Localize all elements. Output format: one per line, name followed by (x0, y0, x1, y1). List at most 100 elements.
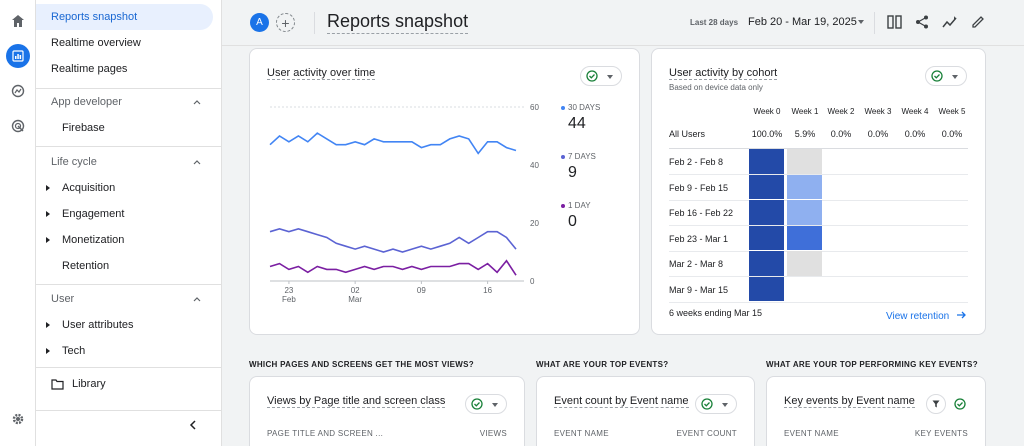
legend-7-days-value: 9 (568, 164, 577, 181)
legend-30-days-value: 44 (568, 115, 586, 132)
main-content: A + Reports snapshot Last 28 days Feb 20… (222, 0, 1024, 446)
nav-section-user[interactable]: User (36, 286, 213, 312)
cohort-week-header: Week 2 (827, 107, 855, 116)
nav-retention[interactable]: Retention (62, 260, 110, 272)
nav-reports-snapshot[interactable]: Reports snapshot (36, 4, 213, 30)
nav-section-label: User (51, 293, 75, 305)
chevron-down-icon[interactable] (858, 20, 864, 24)
events-card: Event count by Event name EVENT NAME EVE… (536, 376, 755, 446)
cohort-cell[interactable] (787, 251, 822, 276)
y-tick-label: 60 (530, 103, 539, 112)
comparison-avatar[interactable]: A (250, 13, 269, 32)
reports-icon[interactable] (6, 44, 30, 68)
check-circle-icon[interactable] (950, 394, 970, 414)
filter-button[interactable] (926, 394, 946, 414)
legend-dot (561, 154, 565, 159)
card-options-dropdown[interactable] (465, 394, 507, 414)
nav-realtime-pages[interactable]: Realtime pages (51, 63, 128, 75)
check-circle-icon (701, 398, 713, 410)
folder-icon (51, 378, 64, 390)
column-header[interactable]: EVENT COUNT (676, 429, 737, 438)
card-options-dropdown[interactable] (695, 394, 737, 414)
advertising-icon[interactable] (6, 114, 30, 138)
explore-icon[interactable] (6, 79, 30, 103)
cohort-row-label: Feb 23 - Mar 1 (669, 233, 729, 244)
cohort-cell[interactable] (749, 251, 784, 276)
column-header[interactable]: KEY EVENTS (914, 429, 968, 438)
toolbar-separator (874, 12, 875, 34)
nav-tech[interactable]: Tech (36, 338, 213, 364)
legend-1-day-value: 0 (568, 213, 577, 230)
cohort-row-label: Feb 9 - Feb 15 (669, 182, 729, 193)
column-header[interactable]: EVENT NAME (784, 429, 839, 438)
y-tick-label: 20 (530, 219, 539, 228)
page-title: Reports snapshot (327, 11, 469, 34)
chevron-up-icon (193, 99, 201, 104)
card-options-dropdown[interactable] (580, 66, 622, 86)
share-icon[interactable] (912, 12, 932, 32)
chevron-down-icon (722, 403, 728, 407)
add-comparison-button[interactable]: + (276, 13, 295, 32)
nav-item-label: Engagement (62, 208, 125, 220)
nav-divider (36, 88, 222, 89)
cohort-row-label: Feb 16 - Feb 22 (669, 208, 734, 218)
cohort-cell[interactable] (749, 200, 784, 225)
cohort-row-label: Mar 9 - Mar 15 (669, 284, 729, 295)
cohort-cell[interactable] (749, 276, 784, 301)
key-events-card-title[interactable]: Key events by Event name (784, 395, 915, 408)
nav-engagement[interactable]: Engagement (36, 201, 213, 227)
cohort-cell[interactable] (787, 225, 822, 250)
legend-label-text: 1 DAY (568, 201, 591, 210)
series-line-1-day[interactable] (269, 259, 517, 276)
views-section-heading: WHICH PAGES AND SCREENS GET THE MOST VIE… (249, 360, 474, 369)
date-range-label: Last 28 days (690, 18, 739, 27)
x-tick-label: 23 (284, 286, 293, 295)
cohort-all-users-value: 0.0% (867, 129, 889, 139)
nav-section-label: App developer (51, 96, 122, 108)
cohort-cell[interactable] (787, 149, 822, 174)
nav-acquisition[interactable]: Acquisition (36, 175, 213, 201)
card-options-dropdown[interactable] (925, 66, 967, 86)
nav-section-life-cycle[interactable]: Life cycle (36, 149, 213, 175)
nav-firebase[interactable]: Firebase (62, 122, 105, 134)
user-activity-title[interactable]: User activity over time (267, 67, 376, 80)
cohort-cell[interactable] (749, 149, 784, 174)
column-header[interactable]: PAGE TITLE AND SCREEN ... (267, 429, 384, 438)
cohort-cell[interactable] (787, 174, 822, 199)
collapse-nav-chevron-left-icon[interactable] (189, 420, 197, 433)
series-line-7-days[interactable] (269, 227, 517, 253)
nav-user-attributes[interactable]: User attributes (36, 312, 213, 338)
cohort-all-users-value: 100.0% (751, 129, 783, 139)
nav-monetization[interactable]: Monetization (36, 227, 213, 253)
legend-label-text: 30 DAYS (568, 103, 601, 112)
check-circle-icon (931, 70, 943, 82)
customize-report-icon[interactable] (884, 12, 904, 32)
nav-library[interactable]: Library (36, 371, 213, 397)
series-line-30-days[interactable] (269, 132, 517, 155)
nav-divider (36, 410, 222, 411)
y-tick-label: 40 (530, 161, 539, 170)
cohort-cell[interactable] (749, 225, 784, 250)
report-navigation: Reports snapshot Realtime overview Realt… (36, 0, 222, 446)
nav-realtime-overview[interactable]: Realtime overview (51, 37, 141, 49)
view-retention-link[interactable]: View retention (886, 311, 966, 322)
insights-icon[interactable] (940, 12, 960, 32)
cohort-title[interactable]: User activity by cohort (669, 67, 778, 80)
nav-item-label: Monetization (62, 234, 125, 246)
chevron-down-icon (952, 75, 958, 79)
legend-7-days-label: 7 DAYS (561, 152, 596, 161)
settings-gear-icon[interactable] (6, 407, 30, 431)
date-range-picker[interactable]: Feb 20 - Mar 19, 2025 (748, 16, 857, 28)
column-header[interactable]: EVENT NAME (554, 429, 609, 438)
home-icon[interactable] (6, 9, 30, 33)
events-card-title[interactable]: Event count by Event name (554, 395, 689, 408)
cohort-cell[interactable] (787, 200, 822, 225)
cohort-cell[interactable] (749, 174, 784, 199)
views-card-title[interactable]: Views by Page title and screen class (267, 395, 446, 408)
cohort-subtitle: Based on device data only (669, 83, 763, 92)
nav-divider (36, 284, 222, 285)
column-header[interactable]: VIEWS (479, 429, 507, 438)
nav-section-app-developer[interactable]: App developer (36, 89, 213, 115)
edit-pencil-icon[interactable] (968, 12, 988, 32)
cohort-card: User activity by cohort Based on device … (651, 48, 986, 335)
